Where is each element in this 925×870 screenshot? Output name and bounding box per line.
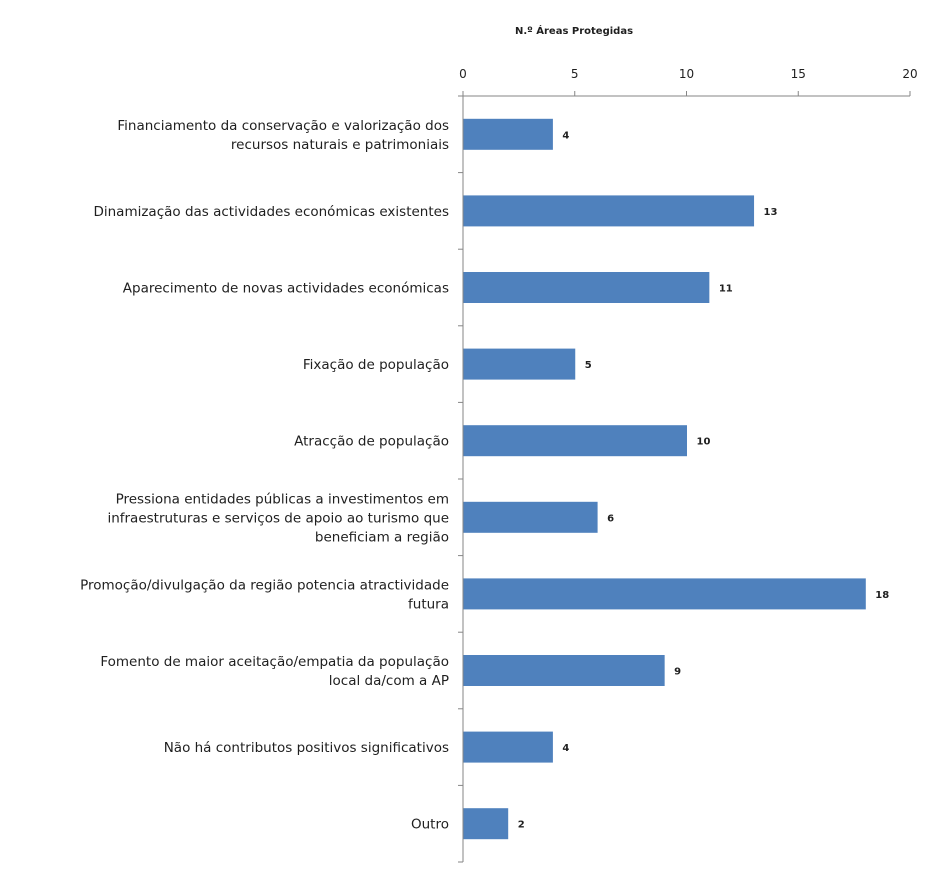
bar-value-label: 4 (562, 743, 569, 754)
x-tick-label: 10 (679, 67, 694, 81)
bar (463, 425, 687, 457)
bar-value-label: 6 (607, 513, 614, 524)
bar-layer (463, 118, 866, 840)
bar (463, 655, 665, 686)
category-label: Financiamento da conservação e valorizaç… (117, 118, 449, 153)
category-label: Não há contributos positivos significati… (164, 740, 449, 756)
x-axis-title: N.º Áreas Protegidas (515, 24, 633, 37)
category-label: Fixação de população (303, 357, 449, 373)
x-tick-label: 20 (902, 67, 917, 81)
bar-value-label: 9 (674, 667, 681, 678)
label-layer: 0 5 10 15 20 4 Financiamento da conservação e … (80, 67, 918, 833)
category-label: Dinamização das actividades económicas e… (93, 204, 449, 220)
category-label: Atracção de população (294, 434, 449, 450)
bar-value-label: 13 (764, 207, 778, 218)
x-tick-label: 5 (571, 67, 579, 81)
bar (463, 118, 553, 150)
category-label: Pressiona entidades públicas a investime… (107, 491, 449, 545)
bar-value-label: 4 (562, 130, 569, 141)
category-label: Outro (411, 817, 449, 833)
axis-layer (458, 91, 911, 863)
x-tick-label: 0 (459, 67, 467, 81)
category-label: Aparecimento de novas actividades económ… (123, 281, 449, 297)
bar (463, 195, 755, 227)
x-tick-label: 15 (791, 67, 806, 81)
bar (463, 731, 553, 763)
bar-value-label: 10 (697, 437, 711, 448)
category-label: Fomento de maior aceitação/empatia da po… (100, 654, 449, 689)
bar (463, 348, 576, 380)
bar-value-label: 11 (719, 284, 733, 295)
bar-value-label: 18 (875, 590, 889, 601)
bar-value-label: 2 (518, 820, 525, 831)
bar-value-label: 5 (585, 360, 592, 371)
bar (463, 578, 866, 610)
category-label: Promoção/divulgação da região potencia a… (80, 577, 449, 612)
bar (463, 808, 509, 840)
bar (463, 272, 710, 303)
bar (463, 501, 598, 533)
